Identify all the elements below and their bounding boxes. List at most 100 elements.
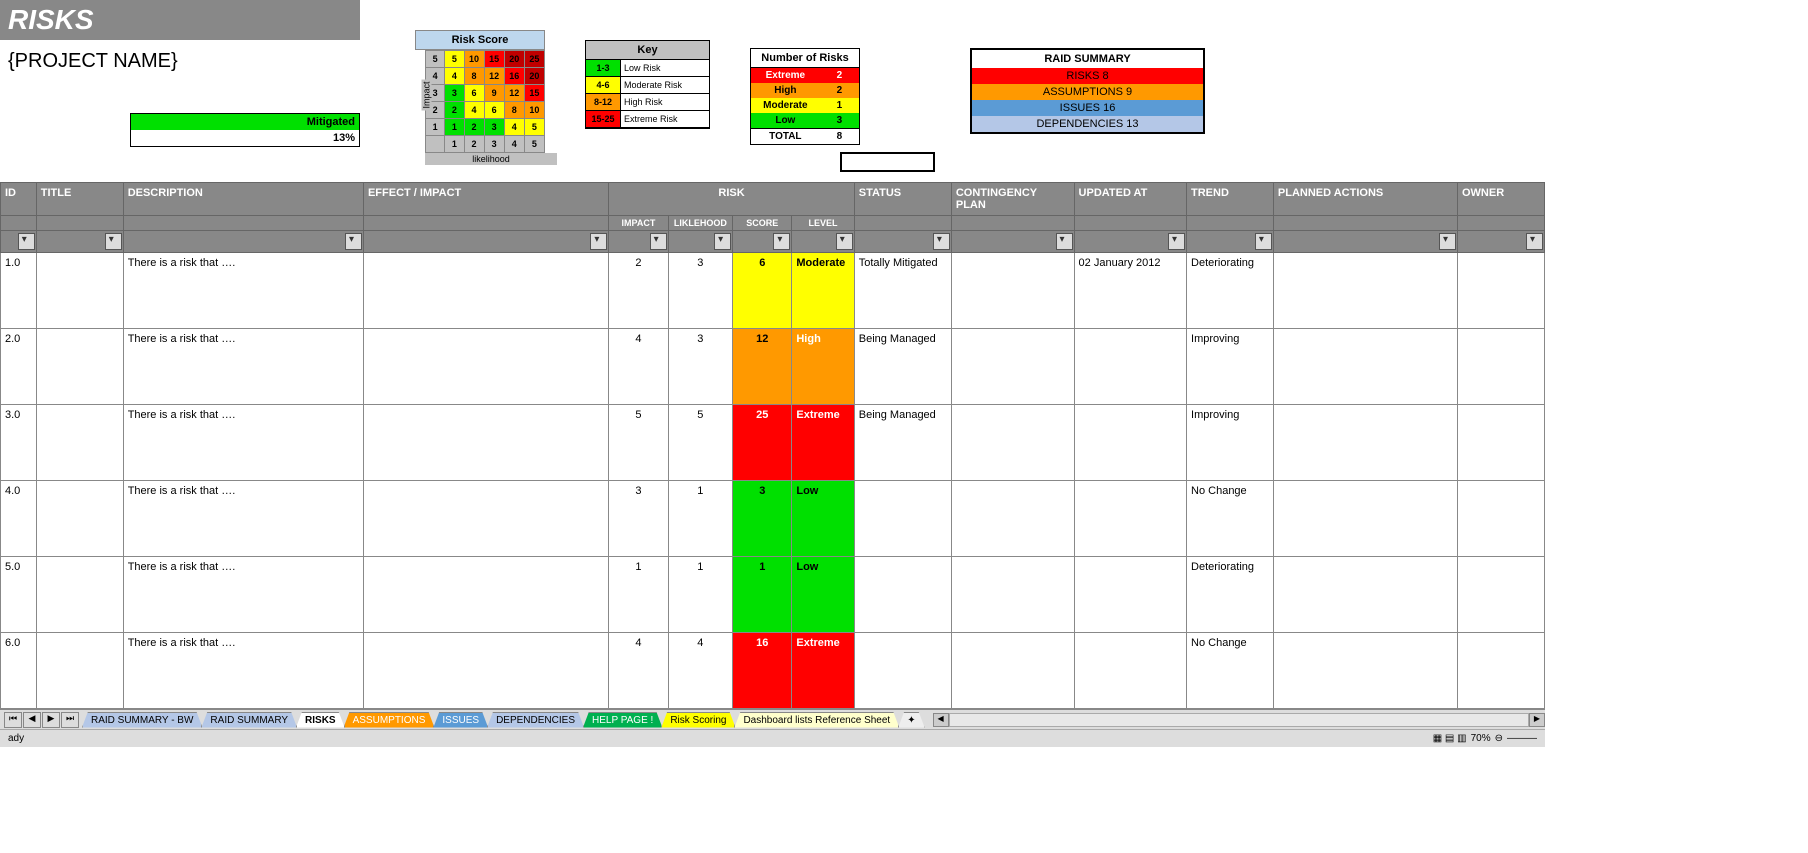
cell-level[interactable]: Low xyxy=(792,557,854,633)
cell-score[interactable]: 1 xyxy=(733,557,792,633)
filter-button[interactable] xyxy=(105,233,122,250)
cell-likelihood[interactable]: 4 xyxy=(668,633,733,709)
filter-button[interactable] xyxy=(933,233,950,250)
sheet-tab[interactable]: Risk Scoring xyxy=(661,712,735,728)
cell-score[interactable]: 6 xyxy=(733,253,792,329)
cell-description[interactable]: There is a risk that …. xyxy=(123,633,363,709)
cell-effect[interactable] xyxy=(363,481,608,557)
cell-likelihood[interactable]: 1 xyxy=(668,481,733,557)
cell-description[interactable]: There is a risk that …. xyxy=(123,405,363,481)
cell-likelihood[interactable]: 3 xyxy=(668,253,733,329)
cell-owner[interactable] xyxy=(1457,481,1544,557)
cell-score[interactable]: 16 xyxy=(733,633,792,709)
cell-trend[interactable]: Improving xyxy=(1187,329,1274,405)
sheet-tab[interactable]: ISSUES xyxy=(433,712,488,728)
cell-description[interactable]: There is a risk that …. xyxy=(123,253,363,329)
cell-status[interactable]: Being Managed xyxy=(854,329,951,405)
cell-score[interactable]: 25 xyxy=(733,405,792,481)
zoom-out-button[interactable]: ⊖ xyxy=(1495,733,1503,744)
cell-score[interactable]: 3 xyxy=(733,481,792,557)
cell-updated[interactable] xyxy=(1074,557,1186,633)
view-icons[interactable]: ▦ ▤ ▥ xyxy=(1433,733,1467,744)
table-row[interactable]: 3.0There is a risk that ….5525ExtremeBei… xyxy=(1,405,1545,481)
filter-button[interactable] xyxy=(836,233,853,250)
tab-last-button[interactable]: ⏭ xyxy=(61,712,79,728)
cell-contingency[interactable] xyxy=(951,481,1074,557)
filter-button[interactable] xyxy=(590,233,607,250)
cell-title[interactable] xyxy=(36,557,123,633)
cell-contingency[interactable] xyxy=(951,253,1074,329)
cell-id[interactable]: 6.0 xyxy=(1,633,37,709)
filter-button[interactable] xyxy=(1168,233,1185,250)
cell-impact[interactable]: 5 xyxy=(609,405,668,481)
cell-planned[interactable] xyxy=(1273,557,1457,633)
cell-effect[interactable] xyxy=(363,405,608,481)
cell-contingency[interactable] xyxy=(951,329,1074,405)
cell-updated[interactable] xyxy=(1074,405,1186,481)
cell-level[interactable]: Low xyxy=(792,481,854,557)
cell-description[interactable]: There is a risk that …. xyxy=(123,329,363,405)
cell-updated[interactable]: 02 January 2012 xyxy=(1074,253,1186,329)
cell-likelihood[interactable]: 5 xyxy=(668,405,733,481)
cell-owner[interactable] xyxy=(1457,633,1544,709)
cell-id[interactable]: 2.0 xyxy=(1,329,37,405)
cell-effect[interactable] xyxy=(363,633,608,709)
filter-button[interactable] xyxy=(345,233,362,250)
cell-owner[interactable] xyxy=(1457,253,1544,329)
filter-button[interactable] xyxy=(1255,233,1272,250)
cell-level[interactable]: Moderate xyxy=(792,253,854,329)
table-row[interactable]: 2.0There is a risk that ….4312HighBeing … xyxy=(1,329,1545,405)
cell-planned[interactable] xyxy=(1273,329,1457,405)
table-row[interactable]: 4.0There is a risk that ….313LowNo Chang… xyxy=(1,481,1545,557)
cell-level[interactable]: Extreme xyxy=(792,633,854,709)
cell-impact[interactable]: 3 xyxy=(609,481,668,557)
cell-impact[interactable]: 2 xyxy=(609,253,668,329)
cell-contingency[interactable] xyxy=(951,557,1074,633)
cell-likelihood[interactable]: 1 xyxy=(668,557,733,633)
cell-title[interactable] xyxy=(36,329,123,405)
sheet-tab[interactable]: RAID SUMMARY xyxy=(201,712,297,728)
cell-owner[interactable] xyxy=(1457,557,1544,633)
cell-updated[interactable] xyxy=(1074,329,1186,405)
sheet-tab[interactable]: Dashboard lists Reference Sheet xyxy=(734,712,899,728)
cell-contingency[interactable] xyxy=(951,633,1074,709)
sheet-tab[interactable]: HELP PAGE ! xyxy=(583,712,662,728)
cell-trend[interactable]: Deteriorating xyxy=(1187,253,1274,329)
scroll-left-button[interactable]: ◀ xyxy=(933,713,949,727)
cell-title[interactable] xyxy=(36,405,123,481)
cell-trend[interactable]: Deteriorating xyxy=(1187,557,1274,633)
tab-prev-button[interactable]: ◀ xyxy=(23,712,41,728)
cell-planned[interactable] xyxy=(1273,633,1457,709)
cell-planned[interactable] xyxy=(1273,253,1457,329)
cell-effect[interactable] xyxy=(363,557,608,633)
cell-id[interactable]: 1.0 xyxy=(1,253,37,329)
table-row[interactable]: 6.0There is a risk that ….4416ExtremeNo … xyxy=(1,633,1545,709)
cell-planned[interactable] xyxy=(1273,481,1457,557)
cell-impact[interactable]: 4 xyxy=(609,329,668,405)
cell-impact[interactable]: 1 xyxy=(609,557,668,633)
filter-button[interactable] xyxy=(650,233,667,250)
new-sheet-button[interactable]: ✦ xyxy=(898,712,924,728)
scroll-right-button[interactable]: ▶ xyxy=(1529,713,1545,727)
cell-trend[interactable]: Improving xyxy=(1187,405,1274,481)
cell-status[interactable]: Being Managed xyxy=(854,405,951,481)
cell-status[interactable] xyxy=(854,481,951,557)
cell-title[interactable] xyxy=(36,253,123,329)
cell-effect[interactable] xyxy=(363,329,608,405)
cell-likelihood[interactable]: 3 xyxy=(668,329,733,405)
scroll-track[interactable] xyxy=(949,713,1529,727)
cell-id[interactable]: 3.0 xyxy=(1,405,37,481)
cell-updated[interactable] xyxy=(1074,633,1186,709)
cell-trend[interactable]: No Change xyxy=(1187,633,1274,709)
cell-status[interactable] xyxy=(854,557,951,633)
cell-owner[interactable] xyxy=(1457,329,1544,405)
sheet-tab[interactable]: DEPENDENCIES xyxy=(487,712,584,728)
filter-button[interactable] xyxy=(1526,233,1543,250)
filter-button[interactable] xyxy=(773,233,790,250)
cell-trend[interactable]: No Change xyxy=(1187,481,1274,557)
sheet-tab[interactable]: RAID SUMMARY - BW xyxy=(82,712,202,728)
table-row[interactable]: 5.0There is a risk that ….111LowDeterior… xyxy=(1,557,1545,633)
cell-status[interactable]: Totally Mitigated xyxy=(854,253,951,329)
sheet-tab[interactable]: ASSUMPTIONS xyxy=(344,712,435,728)
cell-status[interactable] xyxy=(854,633,951,709)
